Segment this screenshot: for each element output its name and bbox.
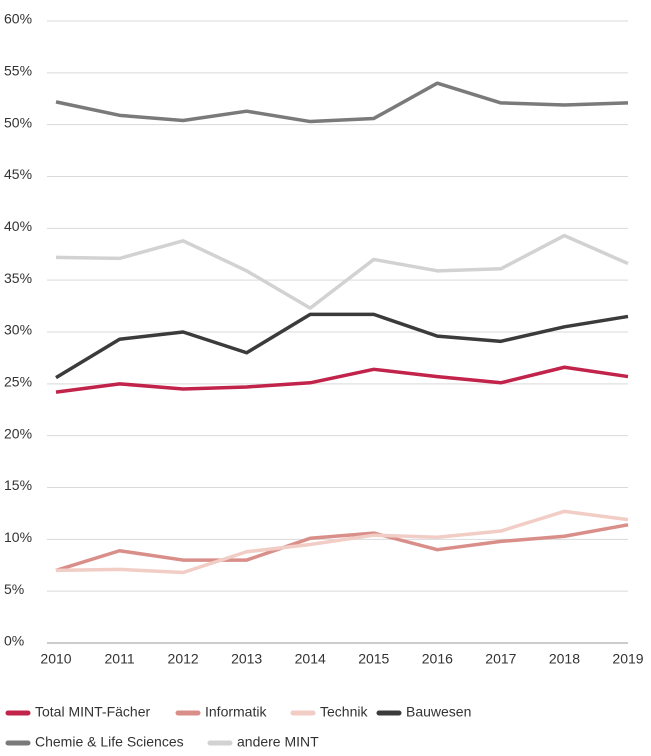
y-tick-label: 50% (4, 114, 32, 130)
y-tick-label: 20% (4, 425, 32, 441)
x-tick-label: 2013 (231, 651, 262, 667)
y-tick-label: 25% (4, 374, 32, 390)
legend-label: Informatik (205, 704, 267, 720)
series-line (55, 523, 629, 573)
y-tick-label: 60% (4, 11, 32, 27)
series-line (55, 509, 629, 575)
x-tick-label: 2010 (40, 651, 71, 667)
x-tick-label: 2012 (168, 651, 199, 667)
x-tick-label: 2019 (612, 651, 643, 667)
series-line (55, 312, 629, 380)
x-tick-label: 2011 (105, 651, 135, 667)
x-tick-label: 2015 (358, 651, 389, 667)
series-line (55, 81, 629, 124)
y-tick-label: 40% (4, 218, 32, 234)
y-tick-label: 0% (4, 633, 24, 649)
legend-label: Technik (320, 704, 368, 720)
legend-label: andere MINT (237, 734, 319, 750)
x-tick-label: 2017 (485, 651, 516, 667)
legend-label: Total MINT-Fächer (35, 704, 150, 720)
y-tick-label: 45% (4, 166, 32, 182)
y-tick-label: 30% (4, 322, 32, 338)
legend-label: Bauwesen (406, 704, 471, 720)
y-tick-label: 15% (4, 477, 32, 493)
y-tick-label: 55% (4, 63, 32, 79)
x-tick-label: 2016 (422, 651, 453, 667)
x-tick-label: 2014 (295, 651, 326, 667)
y-tick-label: 35% (4, 270, 32, 286)
series-line (55, 365, 629, 394)
x-tick-label: 2018 (549, 651, 580, 667)
legend-label: Chemie & Life Sciences (35, 734, 184, 750)
series-line (55, 233, 629, 310)
y-tick-label: 10% (4, 529, 32, 545)
y-tick-label: 5% (4, 581, 24, 597)
